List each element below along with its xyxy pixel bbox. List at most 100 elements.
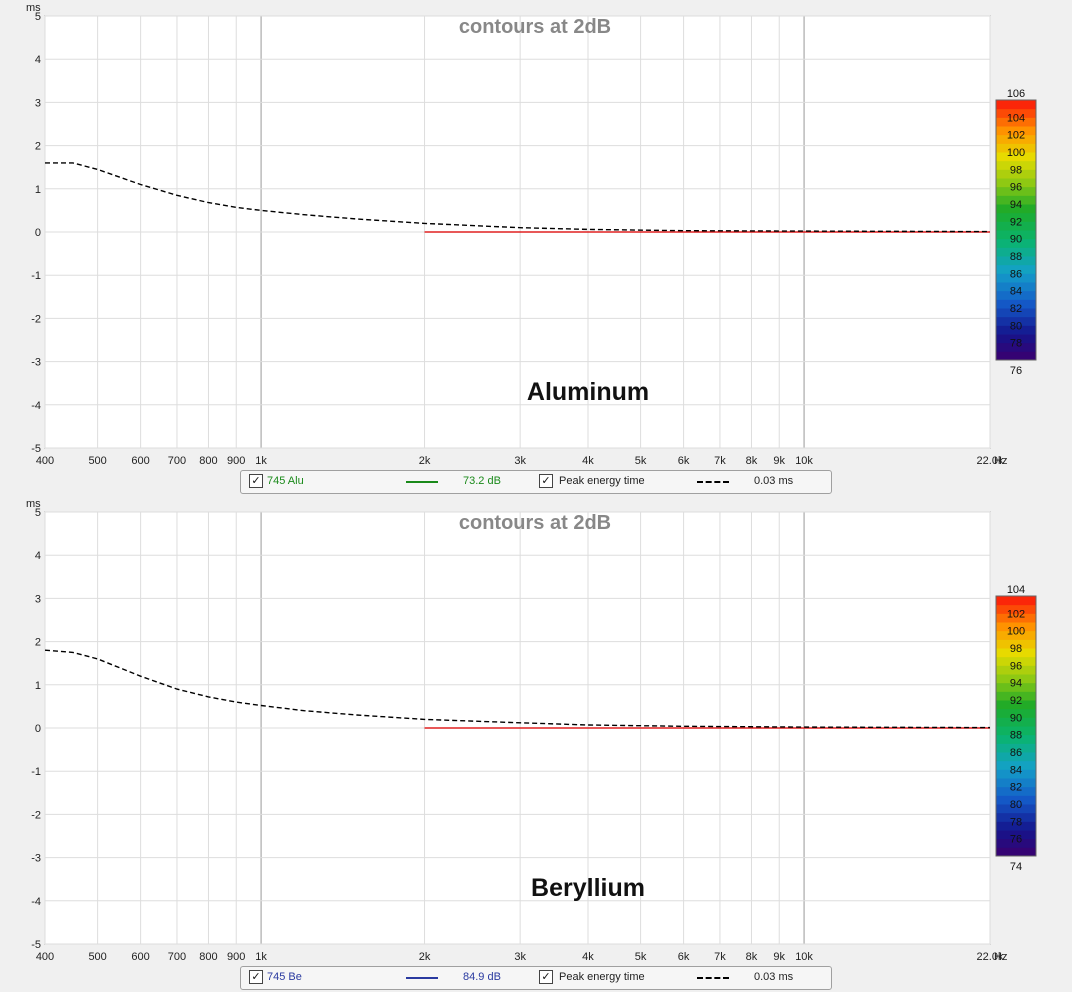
colorbar-segment xyxy=(996,273,1036,283)
colorbar-segment xyxy=(996,769,1036,779)
x-tick-label: 600 xyxy=(131,455,149,467)
y-tick-label: -3 xyxy=(31,853,41,865)
colorbar-tick-label: 90 xyxy=(1010,712,1022,724)
colorbar-segment xyxy=(996,221,1036,231)
x-tick-label: 10k xyxy=(795,455,813,467)
y-tick-label: 2 xyxy=(35,141,41,153)
colorbar-tick-label: 98 xyxy=(1010,164,1022,176)
x-tick-label: 500 xyxy=(88,455,106,467)
colorbar-tick-label: 88 xyxy=(1010,251,1022,263)
x-tick-label: 5k xyxy=(635,455,647,467)
colorbar-segment xyxy=(996,299,1036,309)
series-checkbox[interactable] xyxy=(249,970,263,984)
colorbar-segment xyxy=(996,821,1036,831)
colorbar-segment xyxy=(996,143,1036,153)
spectrogram-chart-beryllium: 5 4 3 2 1 0 -1 -2 -3 -4 -5 ms 400 500 600 700 800 900 1k 2k… xyxy=(26,498,1037,963)
colorbar-segment xyxy=(996,717,1036,727)
colorbar-tick-label: 92 xyxy=(1010,216,1022,228)
x-tick-label: 800 xyxy=(199,455,217,467)
colorbar-segment xyxy=(996,604,1036,614)
colorbar-segment xyxy=(996,786,1036,796)
y-tick-label: 5 xyxy=(35,11,41,23)
colorbar-tick-label: 102 xyxy=(1007,130,1025,142)
colorbar-segment xyxy=(996,256,1036,266)
colorbar-segment xyxy=(996,204,1036,214)
colorbar-segment xyxy=(996,178,1036,188)
series-line-swatch xyxy=(406,481,438,483)
series-checkbox[interactable] xyxy=(249,474,263,488)
x-tick-label: 22.0k xyxy=(977,455,1004,467)
colorbar-segment xyxy=(996,752,1036,762)
colorbar-segment xyxy=(996,639,1036,649)
colorbar-tick-label: 90 xyxy=(1010,234,1022,246)
y-axis-unit: ms xyxy=(26,2,41,14)
colorbar-segment xyxy=(996,700,1036,710)
colorbar-segment xyxy=(996,342,1036,352)
material-annotation: Beryllium xyxy=(531,874,645,902)
colorbar-segment xyxy=(996,100,1036,110)
colorbar-segment xyxy=(996,325,1036,335)
x-tick-label: 1k xyxy=(255,951,267,963)
x-tick-label: 8k xyxy=(746,455,758,467)
colorbar-segment xyxy=(996,847,1036,857)
y-tick-label: 1 xyxy=(35,680,41,692)
x-tick-label: 4k xyxy=(582,455,594,467)
colorbar-segment xyxy=(996,351,1036,361)
y-tick-label: -5 xyxy=(31,443,41,455)
colorbar-frame xyxy=(995,595,1037,857)
colorbar-segment xyxy=(996,795,1036,805)
colorbar-segment xyxy=(996,743,1036,753)
colorbar-segment xyxy=(996,160,1036,170)
colorbar-segment xyxy=(996,282,1036,292)
colorbar-segment xyxy=(996,708,1036,718)
x-tick-label: 9k xyxy=(773,951,785,963)
colorbar-segment xyxy=(996,186,1036,196)
spectrogram-panel-beryllium: 5 4 3 2 1 0 -1 -2 -3 -4 -5 ms 400 500 600 700 800 900 1k 2k… xyxy=(0,496,1072,992)
x-tick-label: 2k xyxy=(419,455,431,467)
y-tick-label: -2 xyxy=(31,809,41,821)
colorbar-segment xyxy=(996,734,1036,744)
x-tick-label: 1k xyxy=(255,455,267,467)
x-tick-label: 5k xyxy=(635,951,647,963)
peak-checkbox[interactable] xyxy=(539,474,553,488)
colorbar-tick-label: 82 xyxy=(1010,303,1022,315)
colorbar-segment xyxy=(996,613,1036,623)
peak-checkbox[interactable] xyxy=(539,970,553,984)
y-tick-label: 0 xyxy=(35,723,41,735)
colorbar-tick-label: 84 xyxy=(1010,286,1022,298)
colorbar-tick-label: 80 xyxy=(1010,799,1022,811)
colorbar-segment xyxy=(996,812,1036,822)
y-tick-label: 3 xyxy=(35,97,41,109)
colorbar-tick-label: 104 xyxy=(1007,112,1025,124)
colorbar-segment xyxy=(996,726,1036,736)
x-tick-label: 10k xyxy=(795,951,813,963)
y-tick-label: 1 xyxy=(35,184,41,196)
peak-energy-time-curve xyxy=(44,649,991,729)
colorbar-tick-label: 86 xyxy=(1010,747,1022,759)
colorbar-segment xyxy=(996,212,1036,222)
colorbar-tick-label: 92 xyxy=(1010,695,1022,707)
x-tick-label: 6k xyxy=(678,951,690,963)
colorbar-segment xyxy=(996,238,1036,248)
colorbar-max-label: 104 xyxy=(1007,584,1025,596)
legend-bar-aluminum: 745 Alu 73.2 dB Peak energy time 0.03 ms xyxy=(240,470,832,494)
colorbar-segment xyxy=(996,691,1036,701)
colorbar-tick-label: 96 xyxy=(1010,182,1022,194)
series-value: 84.9 dB xyxy=(463,971,501,983)
peak-line-swatch xyxy=(697,977,729,979)
colorbar-tick-label: 94 xyxy=(1010,678,1022,690)
x-tick-label: 700 xyxy=(168,951,186,963)
legend-bar-beryllium: 745 Be 84.9 dB Peak energy time 0.03 ms xyxy=(240,966,832,990)
colorbar-segment xyxy=(996,126,1036,136)
y-tick-label: -4 xyxy=(31,896,41,908)
x-axis-unit: Hz xyxy=(994,455,1007,467)
colorbar-segment xyxy=(996,169,1036,179)
peak-line-swatch xyxy=(697,481,729,483)
spectrogram-panel-aluminum: 5 4 3 2 1 0 -1 -2 -3 -4 -5 ms 400 500 600 700 800 900 1k 2k… xyxy=(0,0,1072,496)
colorbar-segment xyxy=(996,804,1036,814)
x-tick-label: 3k xyxy=(514,455,526,467)
x-tick-label: 400 xyxy=(36,951,54,963)
x-tick-label: 600 xyxy=(131,951,149,963)
colorbar-segment xyxy=(996,290,1036,300)
peak-energy-time-curve xyxy=(45,162,991,233)
